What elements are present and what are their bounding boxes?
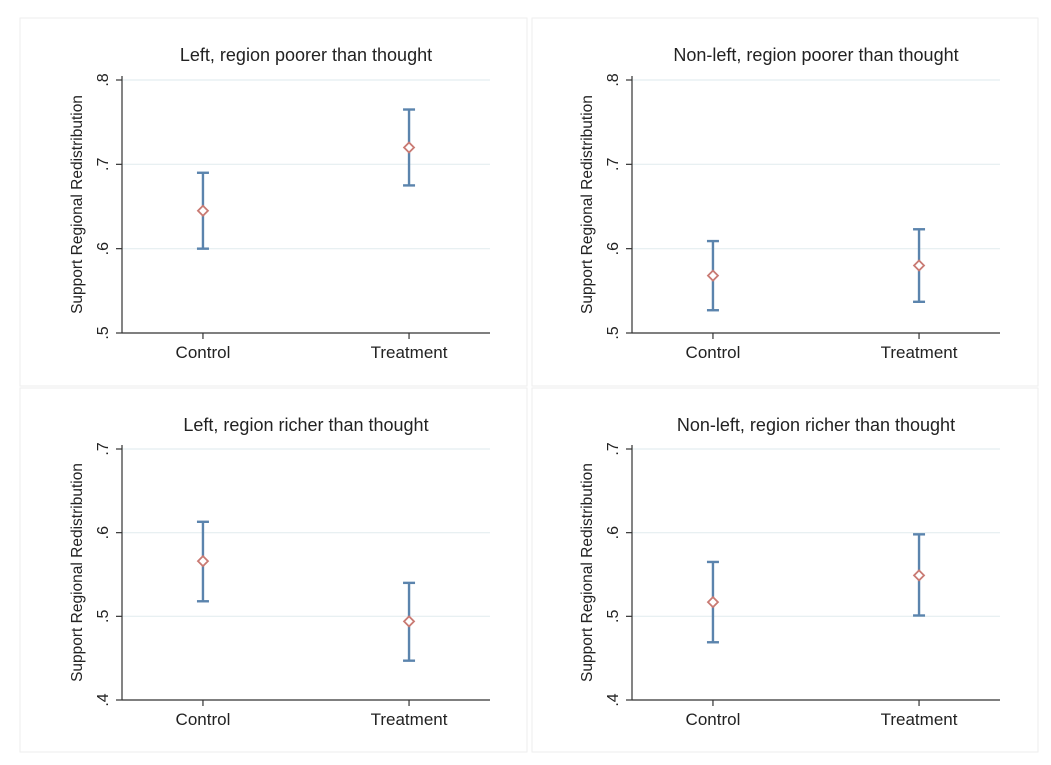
y-tick-label: .7 [95, 158, 112, 171]
panel-title: Left, region poorer than thought [180, 45, 432, 65]
y-tick-label: .5 [605, 326, 622, 339]
y-tick-label: .4 [95, 693, 112, 706]
point-marker-control [706, 269, 720, 282]
x-tick-label: Treatment [881, 710, 958, 729]
point-marker-control [706, 595, 720, 609]
y-axis-label: Support Regional Redistribution [69, 95, 86, 314]
y-tick-label: .5 [95, 326, 112, 339]
y-tick-label: .6 [605, 526, 622, 539]
y-tick-label: .8 [605, 73, 622, 86]
point-marker-control [196, 554, 210, 568]
point-marker-treatment [912, 259, 926, 272]
point-marker-treatment [912, 569, 926, 582]
y-tick-label: .8 [95, 73, 112, 86]
point-marker-treatment [402, 615, 416, 628]
x-tick-label: Treatment [371, 710, 448, 729]
panel-border [531, 17, 1039, 387]
y-tick-label: .5 [95, 610, 112, 623]
x-tick-label: Control [176, 710, 231, 729]
y-tick-label: .6 [95, 526, 112, 539]
chart-panel-1: .5 .6 .7 .8 Control Treatment Left, region poo… [19, 17, 528, 387]
point-marker-treatment [402, 141, 416, 154]
chart-panel-4: .4 .5 .6 .7 Control Treatment Non-left, region… [531, 387, 1039, 753]
x-tick-label: Control [686, 710, 741, 729]
point-marker-control [196, 204, 210, 217]
y-tick-label: .6 [95, 242, 112, 255]
chart-panel-2: .5 .6 .7 .8 Control Treatment Non-left, region… [531, 17, 1039, 387]
y-tick-label: .5 [605, 610, 622, 623]
y-tick-label: .7 [95, 442, 112, 455]
x-tick-label: Treatment [371, 343, 448, 362]
y-axis-label: Support Regional Redistribution [579, 463, 596, 682]
y-tick-label: .7 [605, 442, 622, 455]
panel-title: Non-left, region richer than thought [677, 415, 955, 435]
x-tick-label: Control [686, 343, 741, 362]
x-tick-label: Control [176, 343, 231, 362]
y-tick-label: .4 [605, 693, 622, 706]
panel-border [19, 17, 528, 387]
panel-title: Left, region richer than thought [183, 415, 428, 435]
y-axis-label: Support Regional Redistribution [579, 95, 596, 314]
x-tick-label: Treatment [881, 343, 958, 362]
panel-title: Non-left, region poorer than thought [673, 45, 958, 65]
y-axis-label: Support Regional Redistribution [69, 463, 86, 682]
chart-panel-3: .4 .5 .6 .7 Control Treatment Left, region ric… [19, 387, 528, 753]
y-tick-label: .6 [605, 242, 622, 255]
y-tick-label: .7 [605, 158, 622, 171]
